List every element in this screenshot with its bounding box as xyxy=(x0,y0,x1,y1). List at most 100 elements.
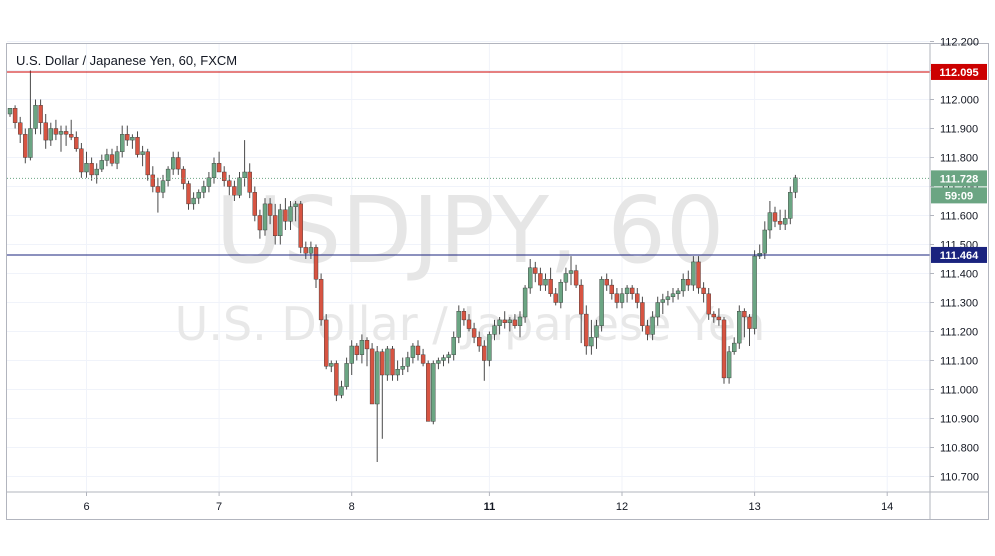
candle-body xyxy=(456,311,461,338)
candle-body xyxy=(43,122,48,141)
candle-body xyxy=(7,107,13,115)
candle-body xyxy=(543,279,548,286)
time-axis[interactable]: 6 7 8 11 12 13 14 xyxy=(83,492,893,513)
candle-body xyxy=(283,209,288,222)
candle-body xyxy=(99,160,105,170)
candle-body xyxy=(23,134,28,158)
candle-body xyxy=(528,267,533,289)
candle-body xyxy=(247,171,252,193)
candle-body xyxy=(79,148,84,173)
candle-body xyxy=(436,360,441,364)
candle-body xyxy=(369,348,375,405)
candle-body xyxy=(160,180,166,193)
candle-body xyxy=(650,316,655,335)
candle-body xyxy=(721,319,727,379)
candle-body xyxy=(395,369,400,376)
candle-body xyxy=(584,313,589,347)
candle-body xyxy=(619,293,625,303)
candle-body xyxy=(18,122,23,135)
candle-body xyxy=(38,105,43,123)
candle-body xyxy=(706,293,711,315)
candle-body xyxy=(186,183,191,205)
candle-body xyxy=(53,128,59,135)
candle-body xyxy=(660,299,665,303)
candle-body xyxy=(380,351,385,376)
candle-body xyxy=(635,293,640,303)
time-tick-label: 11 xyxy=(484,501,496,513)
resistance-price-tag: 112.095 xyxy=(939,67,978,79)
price-tick-label: 110.900 xyxy=(940,414,979,426)
candle-body xyxy=(538,273,543,286)
candle-body xyxy=(140,151,145,155)
candle-body xyxy=(492,325,497,335)
candle-body xyxy=(640,302,645,326)
candle-body xyxy=(74,136,79,149)
candle-body xyxy=(502,319,507,323)
candle-body xyxy=(89,163,94,176)
candle-body xyxy=(201,186,207,193)
candle-body xyxy=(278,209,283,236)
countdown-tag: 59:09 xyxy=(945,190,973,202)
candle-body xyxy=(711,313,716,318)
candle-body xyxy=(604,279,609,286)
candle-body xyxy=(28,128,33,158)
candle-body xyxy=(737,311,742,344)
candle-body xyxy=(324,319,329,367)
candle-body xyxy=(614,293,620,303)
support-price-tag-bg xyxy=(931,246,987,263)
resistance-price-tag-bg xyxy=(931,63,987,80)
candle-body xyxy=(726,351,732,379)
candle-body xyxy=(446,354,451,358)
candle-body xyxy=(732,342,737,353)
candle-body xyxy=(655,302,660,318)
candle-body xyxy=(482,345,487,361)
candle-body xyxy=(762,229,767,254)
candle-body xyxy=(579,284,584,315)
candle-body xyxy=(165,168,171,181)
time-tick-label: 13 xyxy=(748,501,760,513)
chart-frame[interactable] xyxy=(6,43,989,520)
candle-body xyxy=(686,279,691,286)
candle-body xyxy=(466,319,472,329)
candle-body xyxy=(752,255,757,329)
candle-body xyxy=(181,168,186,184)
candle-body xyxy=(665,296,671,300)
candle-body xyxy=(512,319,518,326)
candle-body xyxy=(548,279,553,294)
candle-body xyxy=(691,261,696,286)
candle-body xyxy=(257,215,263,231)
time-tick-label: 8 xyxy=(349,501,355,513)
price-tick-label: 111.300 xyxy=(940,298,978,310)
candle-body xyxy=(461,311,467,321)
price-tick-label: 111.000 xyxy=(940,385,978,397)
candle-body xyxy=(293,203,298,207)
candle-body xyxy=(675,290,681,294)
price-tick-label: 110.700 xyxy=(940,472,979,484)
candle-body xyxy=(252,192,258,216)
candle-body xyxy=(288,206,293,222)
candle-body xyxy=(563,273,569,283)
symbol-title: U.S. Dollar / Japanese Yen, 60, FXCM xyxy=(16,53,237,68)
candle-body xyxy=(125,134,130,141)
candle-body xyxy=(405,357,410,367)
last-price-tag-bg xyxy=(931,170,987,187)
price-tags: 112.095 111.464 111.728 59:09 xyxy=(931,63,987,263)
candle-body xyxy=(772,212,778,222)
candle-body xyxy=(533,267,538,274)
price-tick-label: 112.200 xyxy=(940,37,979,49)
candle-body xyxy=(216,163,222,173)
candle-body xyxy=(415,345,421,355)
candle-body xyxy=(354,345,359,355)
candle-body xyxy=(349,345,354,364)
candle-body xyxy=(410,345,416,358)
candles xyxy=(7,70,798,462)
candle-body xyxy=(63,131,69,135)
candle-body xyxy=(145,151,150,176)
candle-body xyxy=(155,186,161,193)
price-tick-label: 112.000 xyxy=(940,95,979,107)
candle-body xyxy=(420,354,426,364)
candle-body xyxy=(793,177,798,193)
candle-body xyxy=(696,261,701,289)
candle-body xyxy=(477,337,482,347)
